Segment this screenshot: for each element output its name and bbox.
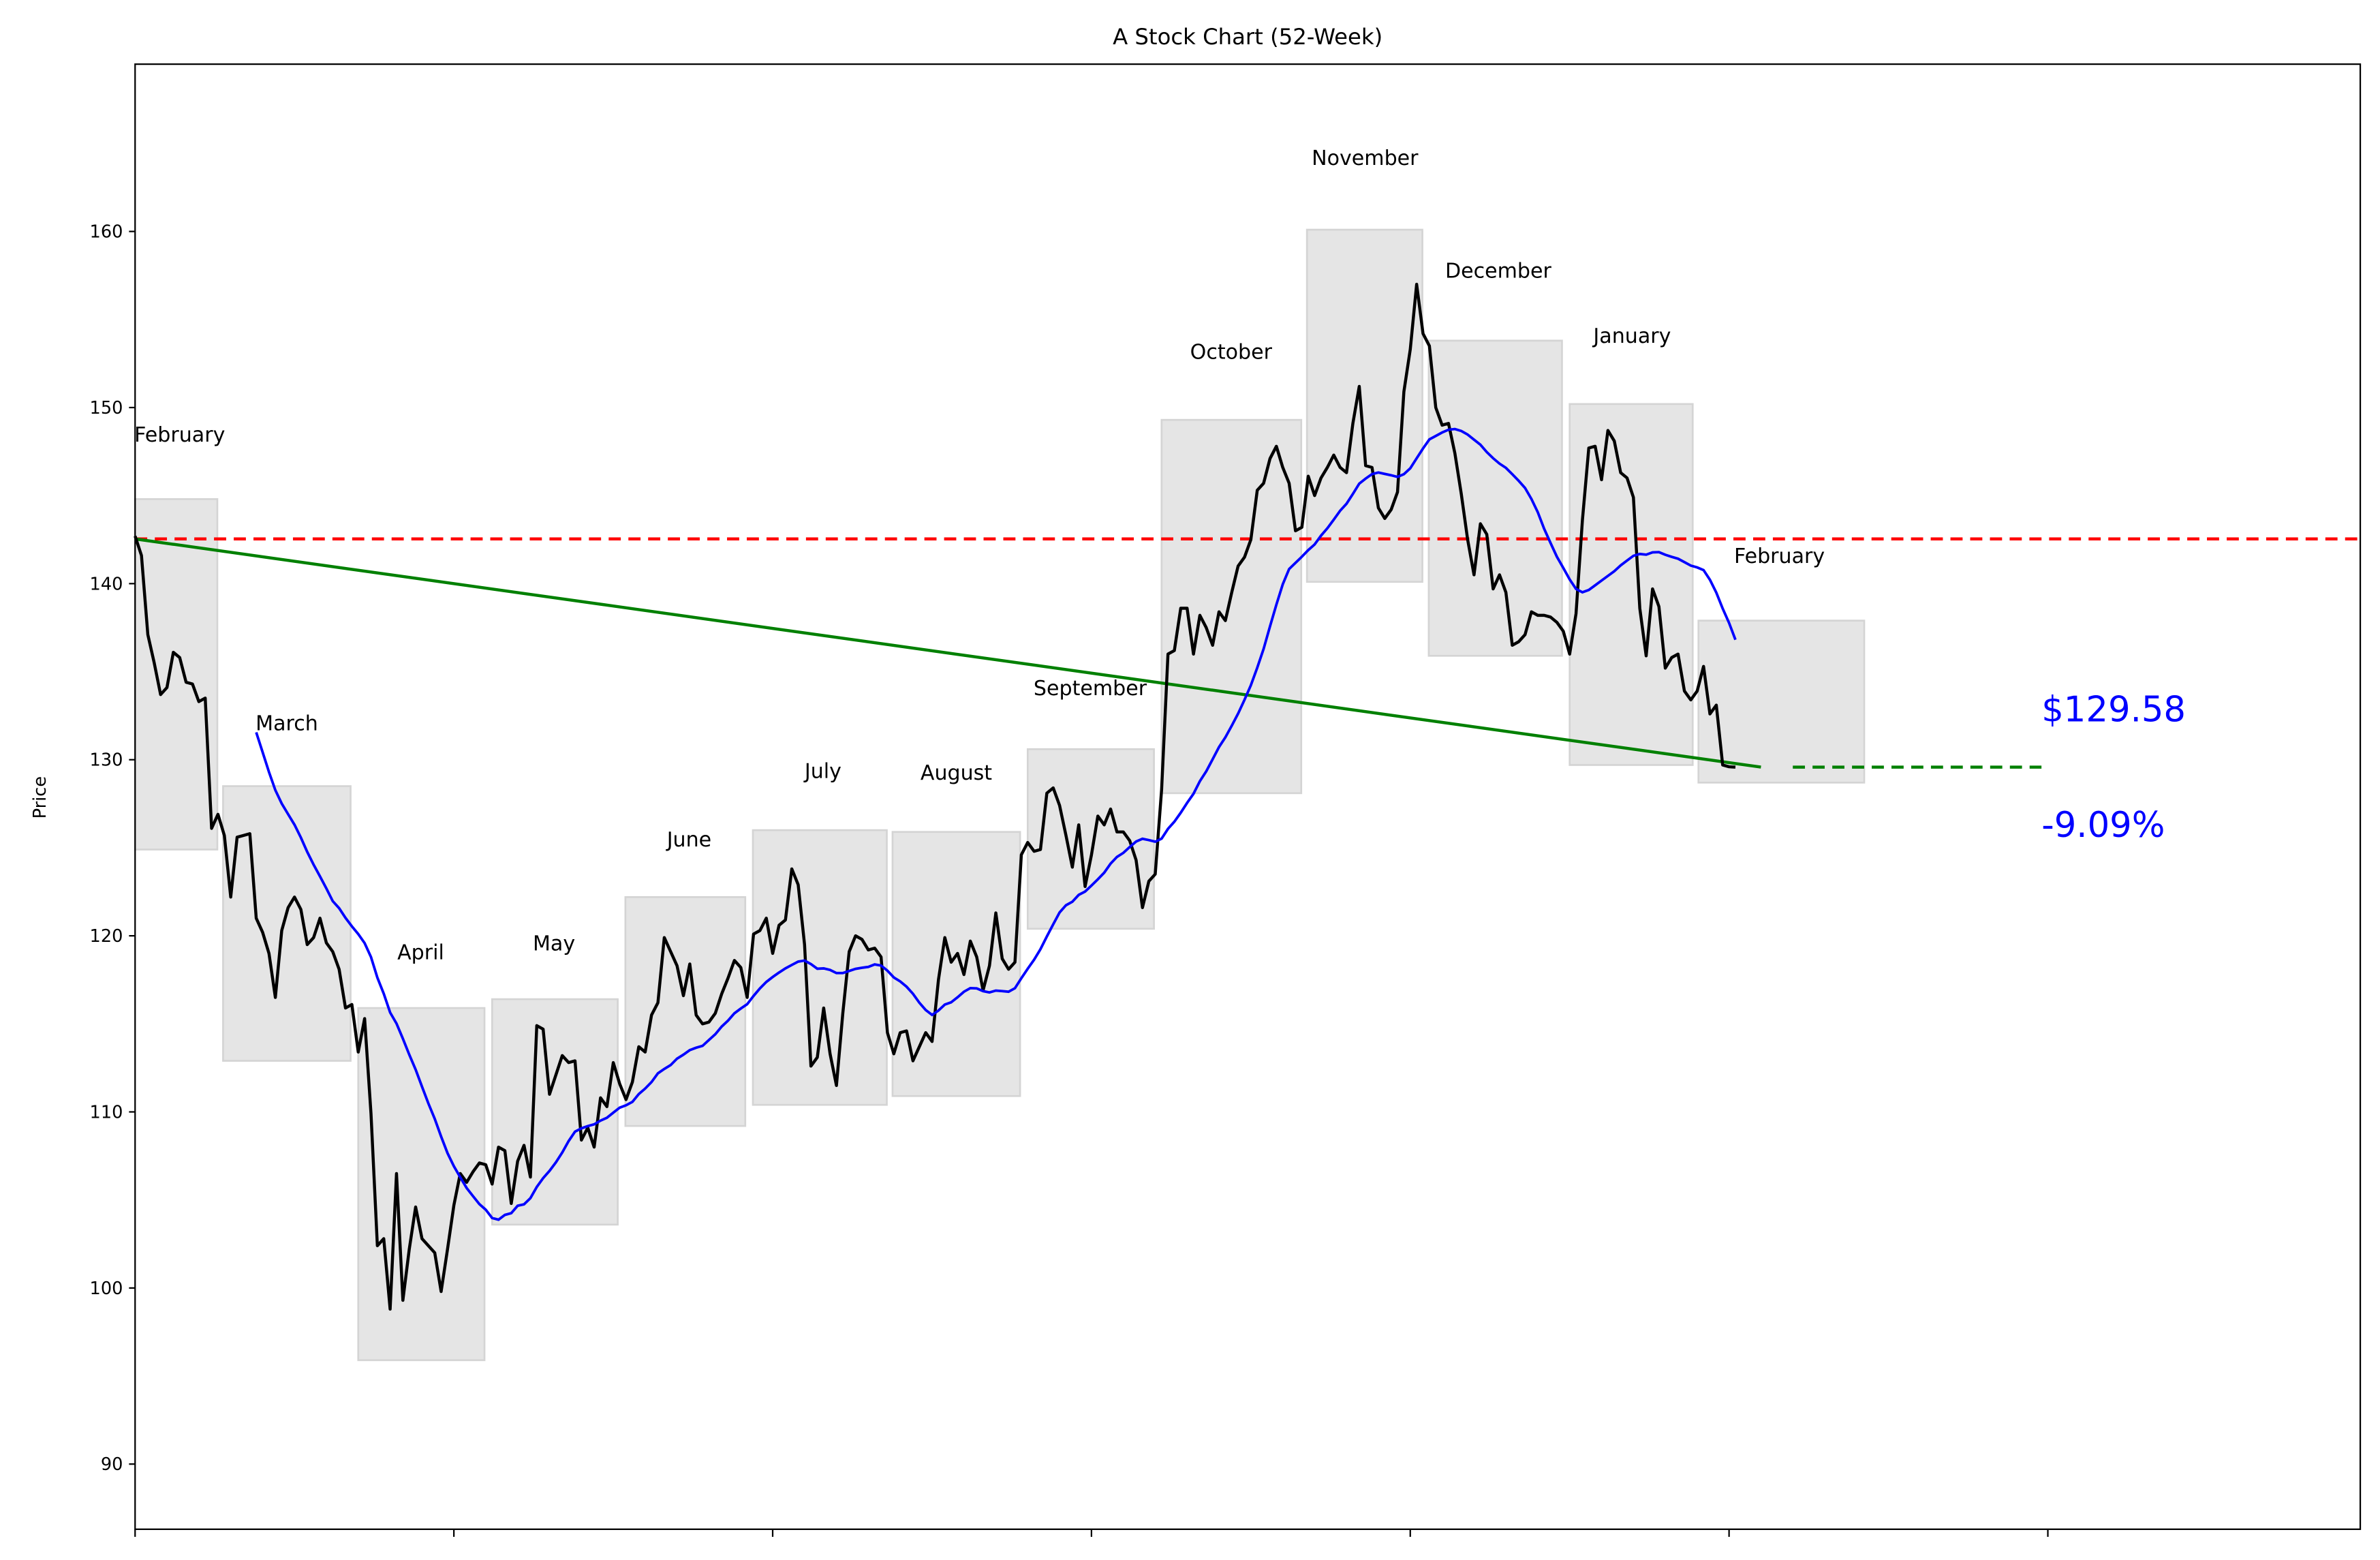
y-tick-label: 100	[90, 1279, 123, 1299]
axes-frame	[134, 63, 2362, 1530]
month-box	[1697, 620, 1866, 784]
y-tick-label: 150	[90, 398, 123, 418]
y-axis-label: Price	[30, 776, 50, 819]
y-tick-label: 130	[90, 750, 123, 771]
chart-lines	[134, 282, 2361, 1311]
month-box	[1026, 748, 1155, 930]
month-label: February	[1734, 545, 1825, 568]
x-axis-ticks	[134, 1529, 2049, 1537]
y-tick-label: 120	[90, 926, 123, 947]
month-labels: February March April May June July August Septe…	[134, 147, 1825, 964]
y-tick-label: 160	[90, 222, 123, 243]
month-label: August	[921, 761, 992, 785]
month-box	[891, 831, 1021, 1097]
month-box	[222, 785, 352, 1062]
month-label: June	[666, 828, 711, 852]
y-tick-label: 90	[101, 1454, 123, 1475]
month-label: May	[533, 932, 575, 956]
moving-average-line	[255, 427, 1737, 1221]
y-tick-label: 110	[90, 1102, 123, 1122]
month-label: October	[1190, 340, 1273, 364]
change-percent-annotation: -9.09%	[2041, 805, 2165, 846]
chart-title: A Stock Chart (52-Week)	[1113, 24, 1382, 50]
y-tick-label: 140	[90, 574, 123, 594]
month-box	[1305, 228, 1423, 583]
month-label: April	[397, 941, 444, 965]
month-box	[134, 498, 219, 851]
month-label: November	[1312, 147, 1419, 170]
month-label: July	[803, 759, 841, 783]
last-price-annotation: $129.58	[2041, 690, 2186, 731]
month-label: March	[256, 712, 318, 736]
month-label: September	[1034, 677, 1147, 701]
price-line	[134, 282, 1736, 1311]
month-label: February	[134, 423, 225, 447]
y-axis-ticks: 90 100 110 120 130 140 150 160	[90, 222, 136, 1475]
month-label: December	[1445, 260, 1552, 284]
month-box	[1427, 339, 1563, 657]
month-boxes	[134, 228, 1866, 1362]
trend-line	[134, 537, 1761, 769]
month-box	[1160, 418, 1303, 795]
month-label: January	[1592, 324, 1671, 348]
month-box	[1568, 403, 1694, 766]
